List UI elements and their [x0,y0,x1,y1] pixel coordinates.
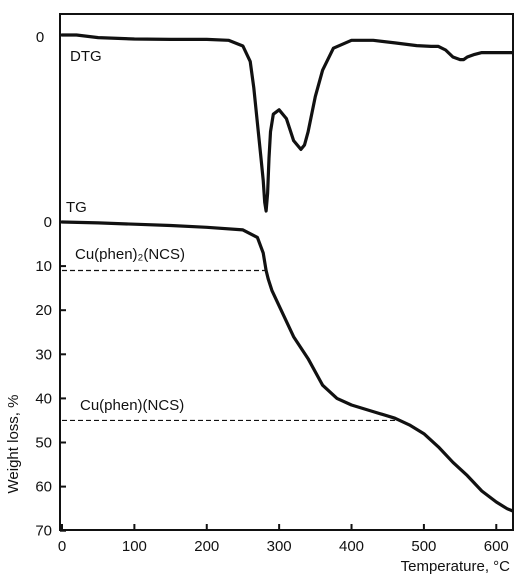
y-tick-label: 30 [35,346,52,363]
dtg-zero-tick-label: 0 [36,29,44,46]
ref-label-cu-phen-ncs: Cu(phen)(NCS) [80,397,184,414]
x-tick-label: 0 [58,538,66,555]
x-tick-label: 400 [339,538,364,555]
y-tick-label: 70 [35,523,52,540]
reference-lines [62,269,395,422]
ref-label-cu-phen2-ncs: Cu(phen)₂(NCS) [75,246,185,263]
dtg-curve [60,33,514,213]
tg-curve [60,220,514,514]
y-tick-label: 20 [35,302,52,319]
y-tick-label: 10 [35,258,52,275]
x-tick-label: 600 [484,538,509,555]
x-tick-label: 300 [267,538,292,555]
y-tick-label: 60 [35,479,52,496]
tg-series-label: TG [66,199,87,216]
plot-frame [59,13,514,531]
y-tick-label: 0 [44,214,52,231]
axis-ticks: 0 10 20 30 40 50 60 70 0 100 200 300 400 500 600 [35,214,508,555]
y-tick-label: 40 [35,390,52,407]
x-tick-label: 100 [122,538,147,555]
dtg-series-label: DTG [70,48,102,65]
x-axis-title: Temperature, °C [401,558,511,575]
series-lines [60,33,514,514]
y-axis-title: Weight loss, % [5,395,22,494]
x-tick-label: 200 [194,538,219,555]
y-tick-label: 50 [35,435,52,452]
x-tick-label: 500 [411,538,436,555]
